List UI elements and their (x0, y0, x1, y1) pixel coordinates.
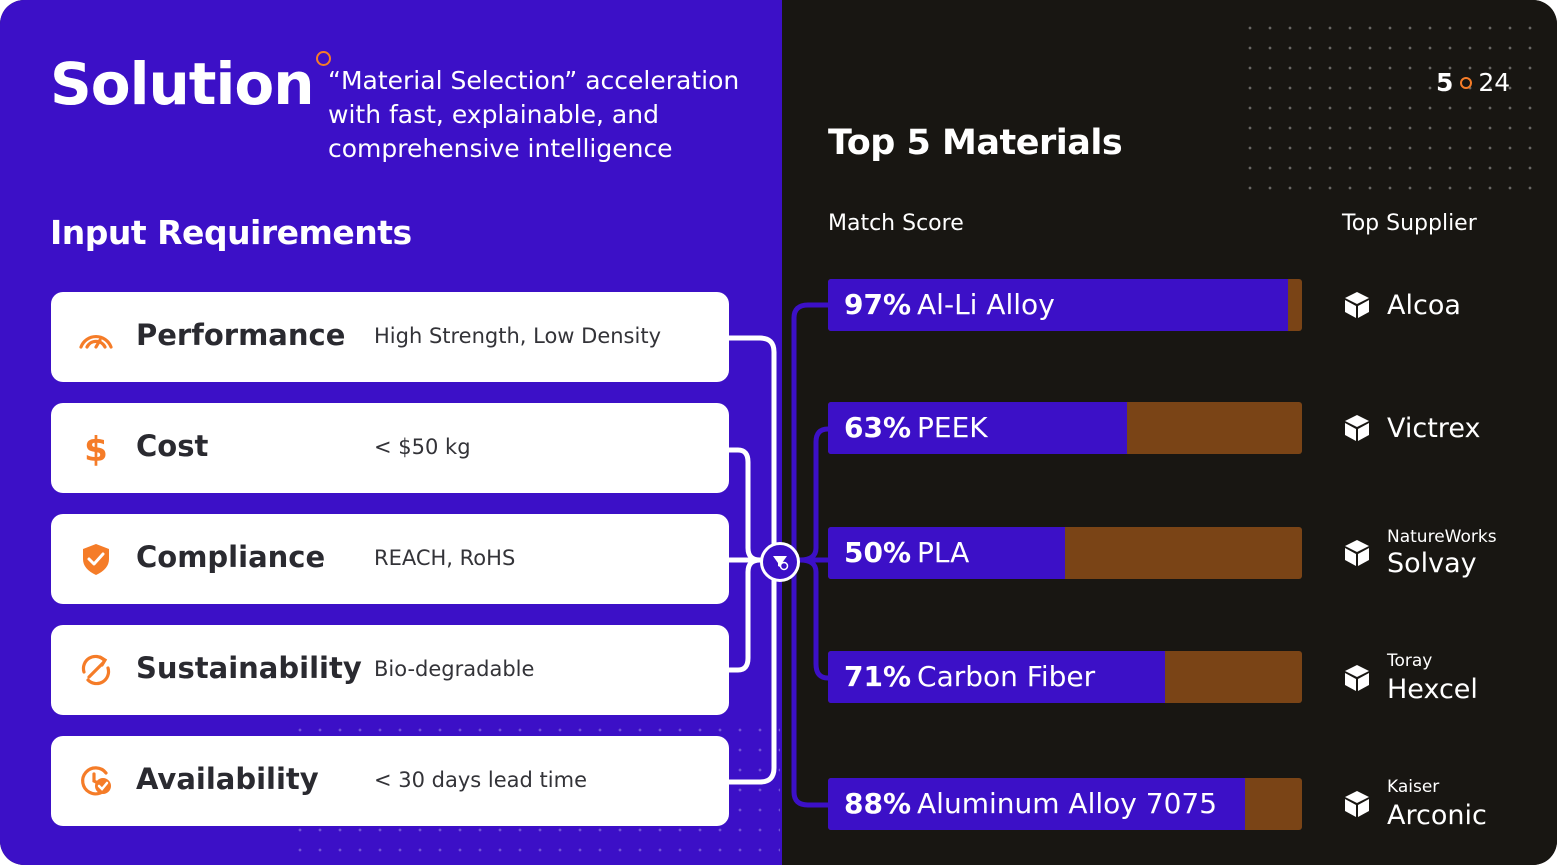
cube-icon (1345, 540, 1369, 566)
match-score-header: Match Score (828, 211, 964, 236)
material-name: Carbon Fiber (917, 660, 1096, 693)
cube-icon (1345, 665, 1369, 691)
requirement-value: High Strength, Low Density (374, 324, 661, 348)
material-name: Al-Li Alloy (917, 288, 1055, 321)
svg-text:$: $ (84, 430, 108, 468)
page-current: 5 (1436, 68, 1454, 97)
cube-icon (1345, 292, 1369, 318)
supplier-name: Arconic (1387, 800, 1487, 831)
requirement-value: < $50 kg (374, 435, 471, 459)
page-total: 24 (1478, 68, 1511, 97)
materials-title: Top 5 Materials (828, 123, 1123, 163)
supplier-name: Hexcel (1387, 674, 1478, 705)
requirement-card-availability: Availability < 30 days lead time (51, 736, 729, 826)
requirement-value: Bio-degradable (374, 657, 535, 681)
material-bar: 88% Aluminum Alloy 7075 (828, 778, 1302, 830)
gauge-icon (79, 334, 113, 349)
requirement-value: < 30 days lead time (374, 768, 587, 792)
section-title: Input Requirements (50, 213, 412, 252)
match-percent: 63% (844, 411, 912, 444)
material-name: PEEK (917, 411, 988, 444)
dollar-icon: $ (84, 430, 108, 468)
supplier-secondary: Toray (1387, 651, 1433, 671)
requirement-label: Performance (136, 318, 346, 352)
material-label: 97% Al-Li Alloy (844, 288, 1055, 321)
match-percent: 88% (844, 787, 912, 820)
supplier-name: Victrex (1387, 413, 1481, 444)
ring-decoration (1460, 76, 1473, 89)
top-supplier-header: Top Supplier (1342, 211, 1477, 236)
requirement-label: Availability (136, 762, 319, 796)
match-score-fill (828, 402, 1127, 454)
clock-check-icon (81, 766, 111, 796)
material-name: Aluminum Alloy 7075 (917, 787, 1218, 820)
requirement-card-performance: Performance High Strength, Low Density (51, 292, 729, 382)
dot-pattern (1240, 18, 1540, 196)
material-name: PLA (917, 536, 970, 569)
requirement-card-sustainability: Sustainability Bio-degradable (51, 625, 729, 715)
supplier-name: Solvay (1387, 548, 1477, 579)
cube-icon (1345, 415, 1369, 441)
page-indicator: 5 24 (1436, 68, 1510, 97)
match-percent: 97% (844, 288, 912, 321)
requirement-label: Cost (136, 429, 209, 463)
match-score-fill (828, 651, 1165, 703)
material-label: 88% Aluminum Alloy 7075 (844, 787, 1217, 820)
match-score-fill (828, 778, 1246, 830)
match-percent: 71% (844, 660, 912, 693)
requirement-label: Compliance (136, 540, 326, 574)
supplier-secondary: Kaiser (1387, 777, 1440, 797)
page-title: Solution (50, 50, 315, 118)
material-bar: 50% PLA (828, 527, 1302, 579)
requirement-label: Sustainability (136, 651, 362, 685)
requirement-card-cost: $ Cost < $50 kg (51, 403, 729, 493)
shield-check-icon (83, 544, 109, 575)
material-label: 63% PEEK (844, 411, 988, 444)
match-score-fill (828, 279, 1288, 331)
material-bar: 97% Al-Li Alloy (828, 279, 1302, 331)
funnel-hub-icon (760, 542, 800, 582)
material-bar: 63% PEEK (828, 402, 1302, 454)
recycle-icon (81, 654, 111, 686)
match-score-fill (828, 527, 1065, 579)
supplier-secondary: NatureWorks (1387, 527, 1497, 547)
material-label: 71% Carbon Fiber (844, 660, 1095, 693)
page-subtitle: “Material Selection” acceleration with f… (328, 66, 740, 163)
material-label: 50% PLA (844, 536, 969, 569)
material-bar: 71% Carbon Fiber (828, 651, 1302, 703)
requirement-value: REACH, RoHS (374, 546, 516, 570)
supplier-name: Alcoa (1387, 290, 1461, 321)
requirement-card-compliance: Compliance REACH, RoHS (51, 514, 729, 604)
ring-decoration (316, 51, 331, 66)
cube-icon (1345, 791, 1369, 817)
match-percent: 50% (844, 536, 912, 569)
